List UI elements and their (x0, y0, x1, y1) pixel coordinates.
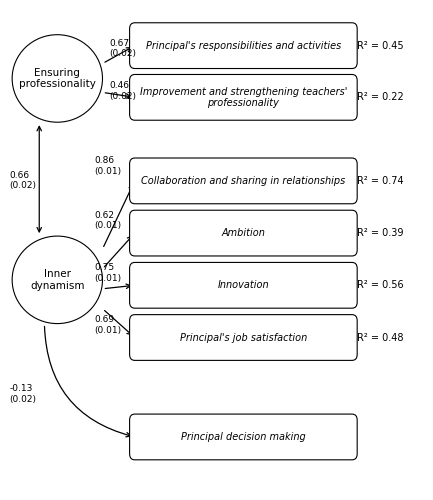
Text: Ensuring
professionality: Ensuring professionality (19, 68, 96, 90)
Text: 0.75
(0.01): 0.75 (0.01) (94, 263, 121, 282)
Text: Principal's responsibilities and activities: Principal's responsibilities and activit… (146, 40, 341, 50)
Text: R² = 0.48: R² = 0.48 (357, 332, 404, 342)
FancyBboxPatch shape (129, 210, 357, 256)
FancyBboxPatch shape (129, 314, 357, 360)
Text: R² = 0.45: R² = 0.45 (357, 40, 404, 50)
Text: R² = 0.74: R² = 0.74 (357, 176, 404, 186)
Text: 0.66
(0.02): 0.66 (0.02) (9, 170, 36, 190)
Text: Innovation: Innovation (217, 280, 269, 290)
Text: 0.46
(0.02): 0.46 (0.02) (109, 81, 136, 100)
FancyBboxPatch shape (129, 158, 357, 204)
Text: Principal decision making: Principal decision making (181, 432, 306, 442)
Text: Ambition: Ambition (221, 228, 265, 238)
Text: Collaboration and sharing in relationships: Collaboration and sharing in relationshi… (141, 176, 346, 186)
FancyBboxPatch shape (129, 23, 357, 68)
Text: R² = 0.39: R² = 0.39 (357, 228, 404, 238)
Text: 0.69
(0.01): 0.69 (0.01) (94, 316, 121, 335)
Ellipse shape (12, 236, 103, 324)
Text: 0.67
(0.02): 0.67 (0.02) (109, 39, 136, 58)
Text: Improvement and strengthening teachers'
professionality: Improvement and strengthening teachers' … (140, 86, 347, 108)
Text: R² = 0.56: R² = 0.56 (357, 280, 404, 290)
FancyBboxPatch shape (129, 414, 357, 460)
Text: Principal's job satisfaction: Principal's job satisfaction (180, 332, 307, 342)
Text: 0.62
(0.01): 0.62 (0.01) (94, 211, 121, 231)
Text: Inner
dynamism: Inner dynamism (30, 269, 84, 290)
Ellipse shape (12, 34, 103, 122)
Text: 0.86
(0.01): 0.86 (0.01) (94, 156, 121, 176)
FancyBboxPatch shape (129, 74, 357, 120)
Text: R² = 0.22: R² = 0.22 (357, 92, 404, 102)
FancyBboxPatch shape (129, 262, 357, 308)
Text: -0.13
(0.02): -0.13 (0.02) (9, 384, 36, 404)
